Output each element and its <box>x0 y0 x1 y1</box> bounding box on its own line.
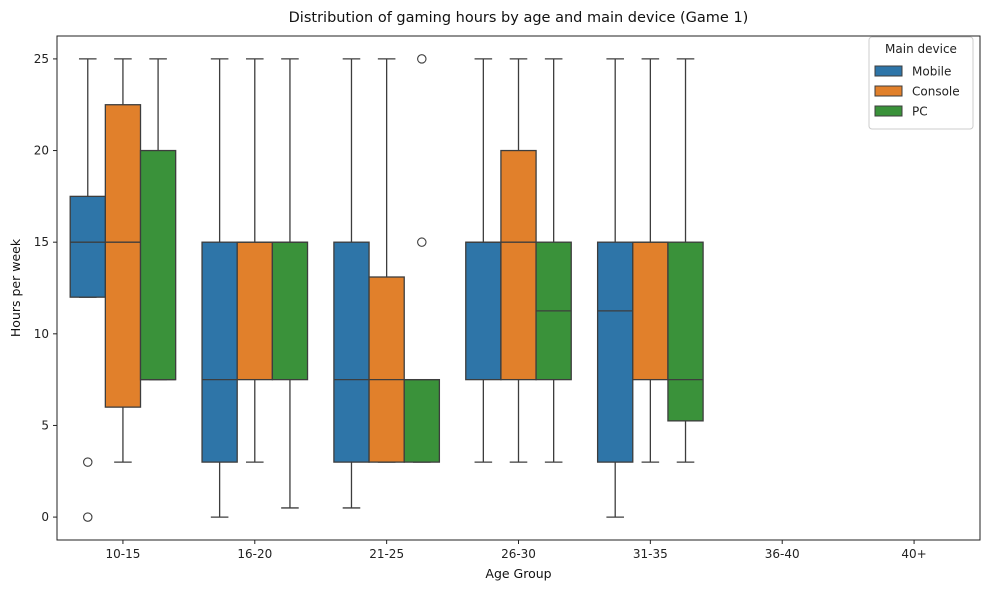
box-pc-21-25 <box>403 54 441 463</box>
box-console-26-30 <box>500 58 537 463</box>
legend-label-console: Console <box>912 85 960 99</box>
box-mobile-31-35 <box>596 58 634 518</box>
box-pc-26-30 <box>535 58 572 463</box>
y-tick-label: 20 <box>34 144 49 158</box>
outlier-point <box>417 54 427 64</box>
outlier-point <box>417 237 427 247</box>
x-tick-label: 10-15 <box>105 547 140 561</box>
y-tick-label: 10 <box>34 327 49 341</box>
x-axis-title: Age Group <box>485 566 551 581</box>
x-tick-label: 31-35 <box>633 547 668 561</box>
x-tick-label: 36-40 <box>765 547 800 561</box>
y-tick-label: 5 <box>41 418 49 432</box>
box-console-31-35 <box>632 58 669 463</box>
box-mobile-21-25 <box>333 58 370 509</box>
legend-title: Main device <box>885 42 957 56</box>
outlier-point <box>83 512 93 522</box>
box-console-10-15 <box>104 58 142 463</box>
y-tick-label: 15 <box>34 235 49 249</box>
box-iqr <box>69 195 106 298</box>
box-iqr <box>465 241 502 381</box>
box-iqr <box>596 241 634 463</box>
box-pc-10-15 <box>139 58 177 381</box>
box-iqr <box>403 378 441 463</box>
box-iqr <box>500 149 537 381</box>
box-console-21-25 <box>368 58 405 463</box>
legend-label-pc: PC <box>912 105 928 119</box>
x-tick-label: 16-20 <box>237 547 272 561</box>
x-tick-label: 21-25 <box>369 547 404 561</box>
legend-swatch-pc <box>874 105 903 117</box>
box-mobile-26-30 <box>465 58 502 463</box>
box-iqr <box>271 241 309 381</box>
y-axis-title: Hours per week <box>8 238 23 337</box>
box-iqr <box>368 276 405 463</box>
box-iqr <box>201 241 238 463</box>
box-console-16-20 <box>236 58 274 463</box>
box-iqr <box>333 241 370 463</box>
box-iqr <box>139 149 177 381</box>
outlier-point <box>83 457 93 467</box>
box-iqr <box>236 241 274 381</box>
legend-swatch-console <box>874 85 903 97</box>
y-tick-label: 25 <box>34 52 49 66</box>
box-pc-31-35 <box>667 58 704 463</box>
box-mobile-10-15 <box>69 58 106 522</box>
chart-title: Distribution of gaming hours by age and … <box>289 10 749 26</box>
x-tick-label: 26-30 <box>501 547 536 561</box>
plot-area: 0 5 10 15 20 25 10-15 16-20 21-25 26-30 31-35 36-40… <box>34 35 981 561</box>
box-iqr <box>104 104 142 408</box>
legend-swatch-mobile <box>874 65 903 77</box>
box-mobile-16-20 <box>201 58 238 518</box>
x-tick-label: 40+ <box>901 547 926 561</box>
legend-label-mobile: Mobile <box>912 65 951 79</box>
legend: Main device Mobile Console PC <box>868 36 974 130</box>
box-iqr <box>667 241 704 422</box>
y-tick-label: 0 <box>41 510 49 524</box>
box-iqr <box>632 241 669 381</box>
box-pc-16-20 <box>271 58 309 509</box>
